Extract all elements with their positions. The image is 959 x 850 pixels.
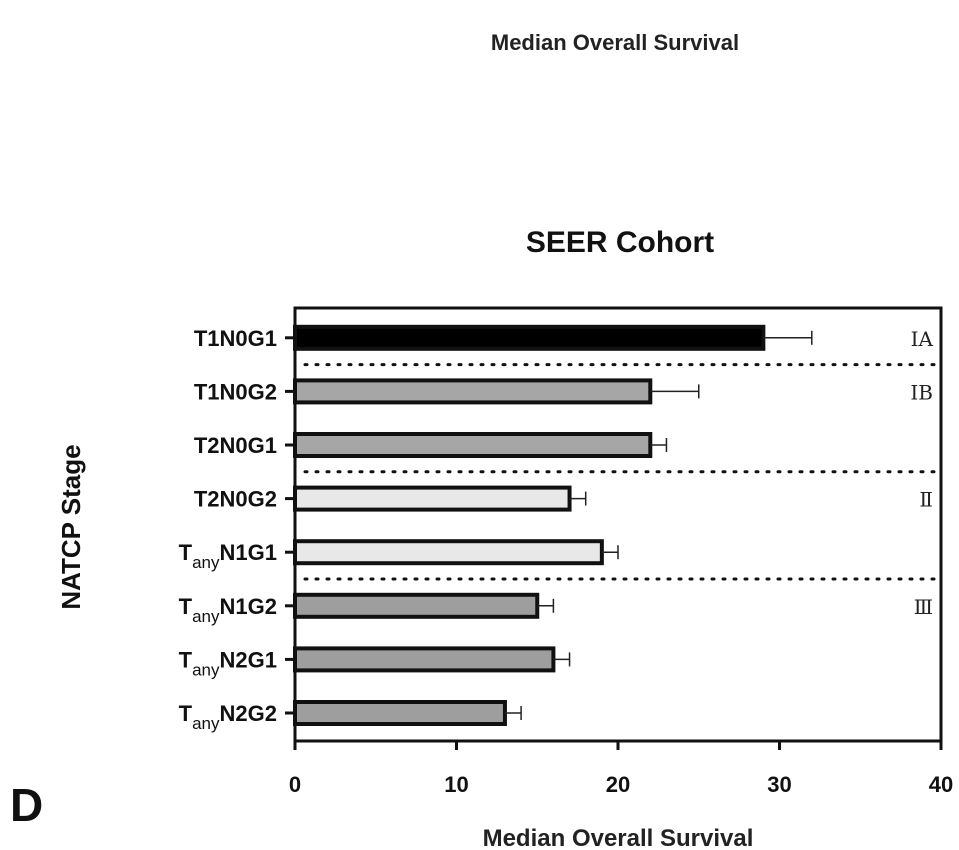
bar <box>293 378 653 405</box>
category-label: TanyN2G1 <box>179 647 277 679</box>
category-label: T1N0G1 <box>194 326 277 351</box>
stage-group-label: ⅠA <box>911 327 934 351</box>
x-tick-label: 20 <box>606 772 630 797</box>
category-label: T1N0G2 <box>194 379 277 404</box>
x-axis-label: Median Overall Survival <box>483 825 754 850</box>
bar <box>293 592 540 619</box>
x-tick-label: 10 <box>444 772 468 797</box>
bar <box>293 646 556 673</box>
chart-title: SEER Cohort <box>526 226 714 259</box>
bar <box>293 700 507 726</box>
stage-group-label: Ⅲ <box>914 595 933 619</box>
x-tick-label: 0 <box>289 772 301 797</box>
bar <box>293 485 572 512</box>
plot-frame <box>293 306 943 743</box>
category-label: TanyN1G1 <box>179 540 277 572</box>
x-tick-label: 40 <box>929 772 953 797</box>
bar <box>293 432 653 458</box>
y-axis-label: NATCP Stage <box>56 444 86 609</box>
category-label: T2N0G1 <box>194 433 277 458</box>
x-tick-label: 30 <box>767 772 791 797</box>
category-label: TanyN2G2 <box>179 701 277 733</box>
category-label: T2N0G2 <box>194 487 277 512</box>
figure-top-title: Median Overall Survival <box>490 30 740 55</box>
bar <box>293 539 604 566</box>
stage-group-label: Ⅱ <box>919 488 933 512</box>
category-label: TanyN1G2 <box>179 594 277 626</box>
bar <box>293 324 766 351</box>
stage-group-label: ⅠB <box>910 380 933 404</box>
panel-letter: D <box>10 779 44 831</box>
